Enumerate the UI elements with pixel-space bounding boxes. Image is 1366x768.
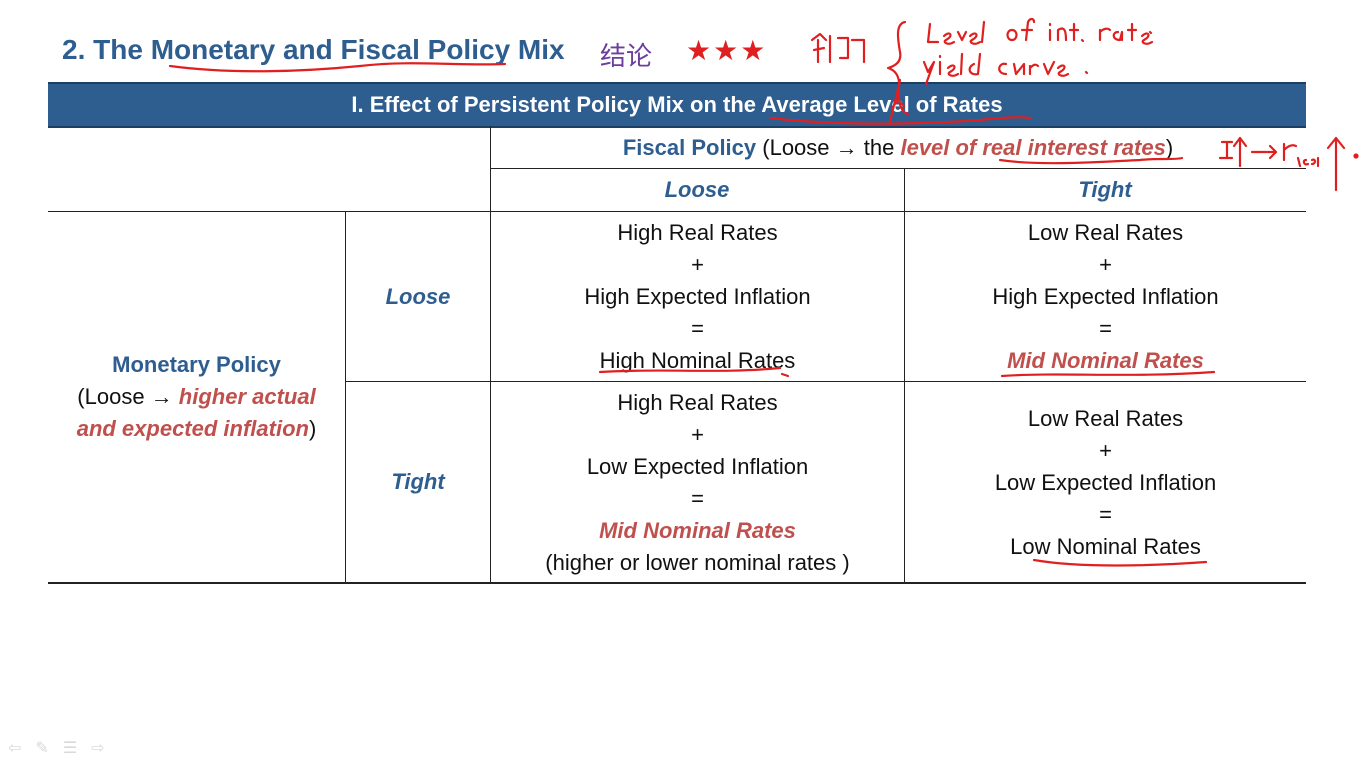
fiscal-col-label: Loose — [664, 177, 730, 202]
cell-line: = — [1099, 316, 1112, 341]
cell-line: + — [691, 252, 704, 277]
cell-line: Low Expected Inflation — [994, 470, 1217, 495]
monetary-row-loose: Loose — [346, 212, 490, 381]
divider — [48, 211, 1306, 212]
cell-result: Mid Nominal Rates — [1007, 348, 1204, 373]
cell-line: = — [691, 486, 704, 511]
arrow-right-icon: → — [835, 135, 858, 160]
pen-icon[interactable]: ✎ — [35, 738, 49, 757]
fiscal-policy-header: Fiscal Policy (Loose → the level of real… — [490, 128, 1306, 168]
divider — [904, 168, 905, 584]
fiscal-col-tight: Tight — [904, 169, 1306, 211]
scribble-rate — [1098, 22, 1154, 45]
cell-line: High Real Rates — [617, 220, 778, 245]
cell-line: + — [1099, 252, 1112, 277]
scribble-of — [1006, 17, 1036, 42]
cell-line: = — [1099, 502, 1112, 527]
cell-line: High Real Rates — [617, 390, 778, 415]
cell-loose-loose: High Real Rates + High Expected Inflatio… — [491, 217, 904, 377]
divider — [490, 168, 1306, 169]
menu-icon[interactable]: ☰ — [62, 738, 78, 757]
monetary-close: ) — [308, 416, 317, 441]
table-banner: I. Effect of Persistent Policy Mix on th… — [48, 82, 1306, 128]
chinese-note: 结论 — [600, 42, 653, 72]
divider — [345, 381, 1306, 382]
divider — [490, 126, 491, 584]
cell-result: High Nominal Rates — [599, 348, 796, 373]
cell-line: Low Real Rates — [1027, 220, 1184, 245]
fiscal-col-loose: Loose — [490, 169, 904, 211]
cell-line: High Expected Inflation — [992, 284, 1219, 309]
monetary-emphasis-2: and expected inflation — [76, 416, 309, 441]
cell-tight-loose: High Real Rates + Low Expected Inflation… — [491, 387, 904, 579]
scribble-int — [1048, 22, 1085, 43]
scribble-yield — [922, 52, 982, 86]
monetary-emphasis-1: higher actual — [172, 384, 316, 409]
cell-result: Mid Nominal Rates — [599, 518, 796, 543]
cell-line: + — [691, 422, 704, 447]
cell-tight-tight: Low Real Rates + Low Expected Inflation … — [905, 403, 1306, 563]
fiscal-open: (Loose — [756, 135, 836, 160]
cell-loose-tight: Low Real Rates + High Expected Inflation… — [905, 217, 1306, 377]
fiscal-the: the — [857, 135, 901, 160]
slide-nav: ⇦ ✎ ☰ ⇨ — [8, 738, 105, 757]
arrow-right-icon: → — [150, 384, 173, 409]
cell-line: Low Real Rates — [1027, 406, 1184, 431]
star-rating: ★★★ — [686, 34, 768, 67]
monetary-policy-label: Monetary Policy — [112, 352, 281, 377]
monetary-open: (Loose — [77, 384, 151, 409]
monetary-row-label: Tight — [391, 469, 445, 494]
forward-icon[interactable]: ⇨ — [91, 738, 105, 757]
cell-note: (higher or lower nominal rates ) — [545, 550, 850, 575]
fiscal-close: ) — [1165, 135, 1174, 160]
slide-title: 2. The Monetary and Fiscal Policy Mix — [62, 34, 565, 65]
scribble-chinese — [810, 32, 866, 64]
monetary-policy-header: Monetary Policy (Loose → higher actual a… — [48, 212, 345, 582]
divider — [48, 582, 1306, 584]
arrow-up-icon — [1326, 136, 1346, 192]
banner-text: I. Effect of Persistent Policy Mix on th… — [351, 92, 1003, 117]
scribble-curve — [998, 60, 1089, 77]
divider — [345, 211, 346, 584]
scribble-level — [926, 20, 986, 45]
back-icon[interactable]: ⇦ — [8, 738, 22, 757]
cell-line: + — [1099, 438, 1112, 463]
fiscal-col-label: Tight — [1078, 177, 1132, 202]
fiscal-policy-label: Fiscal Policy — [622, 135, 757, 160]
cell-line: High Expected Inflation — [584, 284, 811, 309]
cell-line: Low Expected Inflation — [586, 454, 809, 479]
fiscal-emphasis: level of real interest rates — [900, 135, 1166, 160]
monetary-row-tight: Tight — [346, 382, 490, 582]
monetary-row-label: Loose — [385, 283, 451, 309]
cell-line: = — [691, 316, 704, 341]
cell-result: Low Nominal Rates — [1010, 534, 1201, 559]
